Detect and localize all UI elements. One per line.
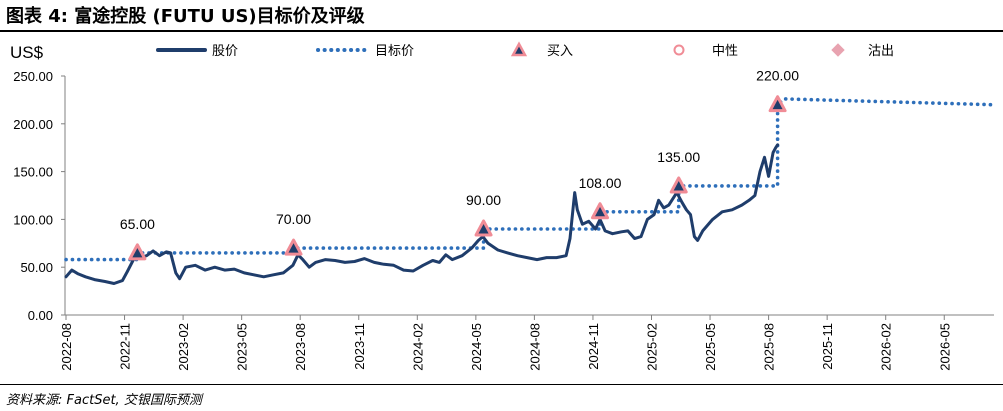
target-price-label: 220.00: [756, 68, 799, 84]
legend-sell-label: 沽出: [868, 43, 894, 58]
x-tick-label: 2024-05: [469, 323, 484, 371]
legend-target-label: 目标价: [375, 43, 414, 58]
stock-price-series: [64, 143, 780, 285]
x-tick-label: 2026-02: [879, 323, 894, 371]
source-divider: [0, 384, 1003, 385]
y-tick-label: 50.00: [20, 260, 53, 275]
legend-price-label: 股价: [212, 43, 238, 58]
target-price-label: 70.00: [276, 211, 311, 227]
x-tick-label: 2023-05: [235, 323, 250, 371]
x-tick-label: 2025-08: [762, 323, 777, 371]
target-price-series: [64, 97, 995, 262]
y-tick-label: 100.00: [13, 212, 53, 227]
x-tick-label: 2026-05: [937, 323, 952, 371]
y-tick-label: 0.00: [28, 308, 53, 323]
figure-title: 图表 4: 富途控股 (FUTU US)目标价及评级: [6, 6, 365, 27]
x-tick-label: 2024-02: [410, 323, 425, 371]
legend-neutral-label: 中性: [712, 43, 738, 58]
buy-rating-marker: [128, 243, 147, 261]
x-tick-label: 2025-11: [820, 323, 835, 370]
y-tick-labels: 0.00 50.00 100.00 150.00 200.00 250.00: [13, 69, 65, 323]
y-tick-label: 150.00: [13, 165, 53, 180]
legend-neutral-marker: [673, 44, 685, 56]
buy-rating-marker: [474, 219, 493, 237]
x-tick-label: 2024-08: [527, 323, 542, 371]
buy-rating-marker: [669, 176, 688, 194]
target-price-label: 108.00: [579, 175, 622, 191]
title-divider: [0, 30, 1003, 32]
target-price-label: 90.00: [466, 192, 501, 208]
y-tick-label: 200.00: [13, 117, 53, 132]
source-note: 资料来源: FactSet, 交银国际预测: [6, 393, 202, 408]
legend-buy-label: 买入: [547, 43, 573, 58]
x-tick-label: 2022-11: [118, 323, 133, 370]
legend-buy-marker: [510, 41, 528, 57]
y-unit-label: US$: [10, 43, 44, 62]
x-tick-label: 2023-08: [293, 323, 308, 371]
rating-markers: 65.00 70.00 90.00 108.00 135.00 220.00: [120, 68, 799, 261]
x-tick-label: 2022-08: [59, 323, 74, 371]
buy-rating-marker: [591, 202, 610, 220]
x-tick-labels: 2022-08 2022-11 2023-02 2023-05 2023-08 2023-…: [59, 315, 952, 371]
x-tick-label: 2025-05: [703, 323, 718, 371]
title-bar: 图表 4: 富途控股 (FUTU US)目标价及评级: [0, 0, 1003, 30]
buy-rating-marker: [768, 95, 787, 113]
buy-rating-marker: [284, 238, 303, 256]
x-tick-label: 2024-11: [586, 323, 601, 370]
x-tick-label: 2025-02: [645, 323, 660, 371]
legend-sell-marker: [831, 43, 845, 57]
y-tick-label: 250.00: [13, 69, 53, 84]
x-tick-label: 2023-11: [352, 323, 367, 370]
legend: 股价 目标价 买入 中性 沽出: [156, 41, 894, 58]
price-target-chart: US$ 股价 目标价 买入 中性 沽出 0.00 50.00 100.00 150.0…: [10, 41, 995, 371]
target-price-label: 65.00: [120, 216, 155, 232]
target-price-label: 135.00: [657, 149, 700, 165]
x-tick-label: 2023-02: [176, 323, 191, 371]
